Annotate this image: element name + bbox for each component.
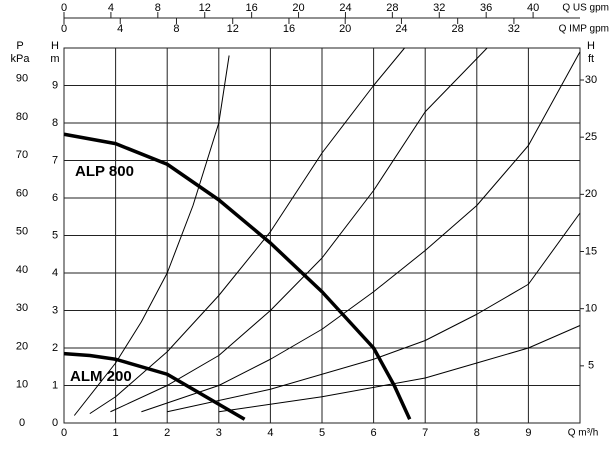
- x-tick-label: 5: [319, 427, 325, 439]
- top-tick-label: 4: [108, 2, 114, 14]
- curve: [218, 325, 581, 413]
- top-tick-label: 16: [283, 23, 295, 35]
- top-tick-label: 28: [452, 23, 464, 35]
- p-axis-label: kPa: [11, 53, 31, 65]
- curve: [63, 351, 246, 421]
- p-tick-label: 60: [16, 187, 28, 199]
- x-tick-label: 2: [164, 427, 170, 439]
- top-tick-label: 8: [155, 2, 161, 14]
- curve: [89, 47, 405, 415]
- curve-label: ALM 200: [70, 368, 132, 385]
- top-tick-label: 12: [199, 2, 211, 14]
- top-tick-label: 40: [527, 2, 539, 14]
- p-tick-label: 90: [16, 73, 28, 85]
- p-tick-label: 50: [16, 226, 28, 238]
- ft-tick-label: 25: [585, 131, 597, 143]
- curve-label: ALP 800: [75, 163, 134, 180]
- y-tick-label: 9: [52, 79, 58, 91]
- p-tick-label: 10: [16, 379, 28, 391]
- top-tick-label: 32: [433, 2, 445, 14]
- p-tick-label: 70: [16, 149, 28, 161]
- curve: [110, 47, 488, 413]
- ft-tick-label: 10: [585, 303, 597, 315]
- p-tick-label: 40: [16, 264, 28, 276]
- x-tick-label: 8: [474, 427, 480, 439]
- y-tick-label: 2: [52, 342, 58, 354]
- p-tick-label: 0: [19, 417, 25, 429]
- p-tick-label: 20: [16, 340, 28, 352]
- p-tick-label: 30: [16, 302, 28, 314]
- p-tick-label: 80: [16, 111, 28, 123]
- y-tick-label: 7: [52, 154, 58, 166]
- top-axis-label: Q IMP gpm: [559, 24, 609, 35]
- top-axis-label: Q US gpm: [562, 3, 609, 14]
- ft-tick-label: 15: [585, 245, 597, 257]
- ft-tick-label: 20: [585, 188, 597, 200]
- y-tick-label: 4: [52, 267, 58, 279]
- ft-tick-label: 30: [585, 74, 597, 86]
- top-tick-label: 12: [227, 23, 239, 35]
- x-tick-label: 3: [216, 427, 222, 439]
- curve: [167, 212, 581, 413]
- x-tick-label: 7: [422, 427, 428, 439]
- y-axis-label: H: [51, 40, 59, 52]
- x-tick-label: 9: [525, 427, 531, 439]
- y-tick-label: 3: [52, 304, 58, 316]
- x-tick-label: 1: [113, 427, 119, 439]
- curve: [63, 132, 412, 420]
- top-tick-label: 16: [246, 2, 258, 14]
- y-tick-label: 8: [52, 117, 58, 129]
- top-tick-label: 20: [292, 2, 304, 14]
- ft-tick-label: 5: [588, 360, 594, 372]
- top-tick-label: 24: [395, 23, 407, 35]
- top-tick-label: 20: [339, 23, 351, 35]
- y-tick-label: 6: [52, 192, 58, 204]
- ft-axis-label: ft: [588, 53, 594, 65]
- top-tick-label: 8: [173, 23, 179, 35]
- top-tick-label: 28: [386, 2, 398, 14]
- x-tick-label: 0: [61, 427, 67, 439]
- y-tick-label: 1: [52, 379, 58, 391]
- y-tick-label: 5: [52, 229, 58, 241]
- top-tick-label: 36: [480, 2, 492, 14]
- ft-axis-label: H: [587, 40, 595, 52]
- top-tick-label: 0: [61, 23, 67, 35]
- top-tick-label: 4: [117, 23, 123, 35]
- top-tick-label: 32: [508, 23, 520, 35]
- x-axis-label: Q m³/h: [568, 428, 599, 439]
- top-tick-label: 24: [339, 2, 351, 14]
- top-tick-label: 0: [61, 2, 67, 14]
- x-tick-label: 6: [371, 427, 377, 439]
- curve: [73, 55, 230, 416]
- curve: [141, 51, 581, 413]
- y-axis-label: m: [50, 53, 59, 65]
- p-axis-label: P: [16, 40, 23, 52]
- y-tick-label: 0: [52, 417, 58, 429]
- x-tick-label: 4: [267, 427, 273, 439]
